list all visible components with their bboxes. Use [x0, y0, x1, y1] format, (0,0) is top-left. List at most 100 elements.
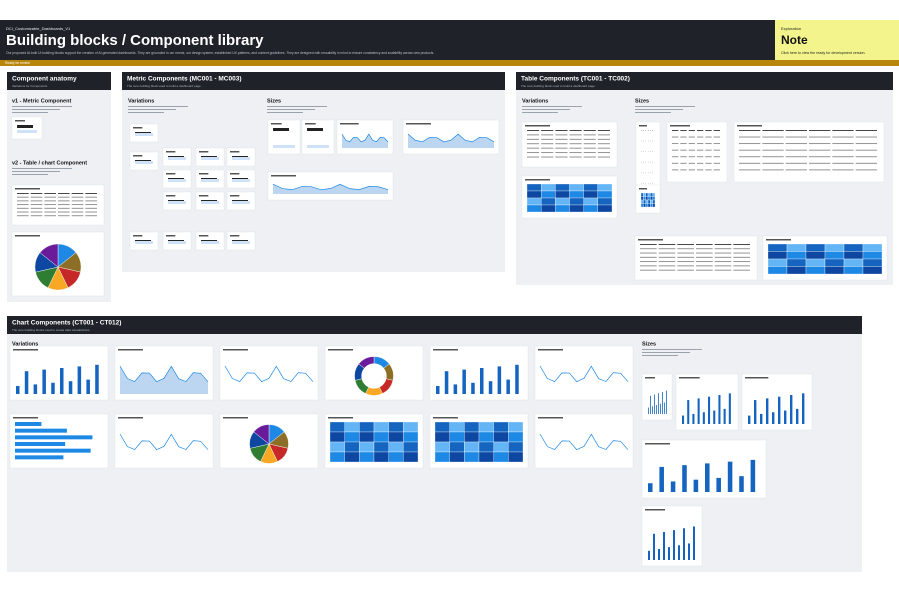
- thumbnail-cell: [855, 156, 877, 158]
- thumbnail-cell: [508, 421, 524, 433]
- thumbnail-cell: [464, 441, 480, 453]
- thumbnail-cell: [714, 252, 732, 254]
- thumbnail-cell: [597, 130, 610, 131]
- thumbnail-line: [539, 433, 629, 451]
- thumbnail-cell: [824, 251, 845, 260]
- thumbnail-cell: [555, 197, 570, 206]
- thumbnail-cell: [640, 196, 644, 201]
- thumbnail-cell: [645, 196, 649, 201]
- status-label: Ready for review: [5, 61, 30, 65]
- section-subtitle: The core building block used to build a …: [127, 84, 202, 88]
- thumbnail-cell: [855, 169, 877, 171]
- thumbnail-cell: [843, 251, 864, 260]
- thumbnail-cell: [388, 441, 404, 453]
- thumbnail-bar: [784, 410, 787, 424]
- note-line: [12, 112, 48, 113]
- note-line: [12, 106, 72, 107]
- thumbnail-bar: [86, 379, 90, 394]
- thumbnail-spark: [201, 241, 219, 244]
- thumbnail-cell: [762, 162, 784, 164]
- thumbnail-cell: [373, 431, 389, 443]
- thumbnail-cell: [652, 199, 656, 204]
- thumbnail-cell: [650, 192, 653, 197]
- thumbnail-cell: [688, 136, 695, 138]
- thumbnail-cell: [705, 156, 712, 158]
- thumbnail-cell: [30, 204, 43, 206]
- thumbnail-title: [199, 173, 209, 175]
- thumbnail-cell: [672, 136, 679, 138]
- thumbnail-title: [638, 239, 663, 241]
- thumbnail-title: [433, 349, 458, 351]
- thumbnail-cell: [713, 162, 720, 164]
- thumbnail-bar: [796, 408, 799, 424]
- thumbnail-cell: [44, 215, 56, 217]
- thumbnail-cell: [344, 421, 360, 433]
- thumbnail-cell: [697, 130, 704, 131]
- thumbnail-cell: [643, 199, 646, 204]
- thumbnail-cell: [85, 204, 97, 206]
- thumbnail-title: [538, 349, 563, 351]
- thumbnail-cell: [713, 130, 720, 131]
- thumbnail-title: [271, 123, 282, 125]
- thumbnail-cell: [597, 190, 613, 199]
- section-header: [7, 316, 862, 334]
- thumbnail-title: [340, 123, 359, 125]
- thumbnail-cell: [555, 183, 570, 192]
- thumbnail-cell: [697, 162, 704, 164]
- note-link[interactable]: Click here to view the ready for develop…: [781, 51, 866, 55]
- note-line: [635, 109, 683, 110]
- thumbnail-bar: [16, 386, 20, 394]
- group-title: Variations: [128, 98, 154, 104]
- thumbnail-bar: [692, 413, 695, 424]
- thumbnail-cell: [677, 248, 694, 250]
- thumbnail-cell: [767, 251, 788, 260]
- thumbnail-cell: [30, 193, 43, 194]
- thumbnail-cell: [30, 200, 43, 202]
- thumbnail-cell: [526, 197, 542, 206]
- thumbnail-title: [223, 417, 248, 419]
- thumbnail-bar: [15, 428, 67, 433]
- thumbnail-cell: [680, 162, 687, 164]
- thumbnail-cell: [696, 269, 713, 271]
- thumbnail-cell: [58, 193, 70, 194]
- thumbnail-cell: [672, 162, 679, 164]
- thumbnail-cell: [85, 211, 97, 213]
- thumbnail-cell: [733, 265, 750, 267]
- thumbnail-cell: [650, 196, 653, 201]
- section-subtitle: Variations for Components: [12, 84, 48, 88]
- thumbnail-cell: [58, 204, 70, 206]
- thumbnail-cell: [809, 136, 831, 138]
- thumbnail-cell: [824, 266, 845, 275]
- thumbnail-cell: [697, 136, 704, 138]
- thumbnail-bar: [15, 435, 93, 440]
- thumbnail-title: [271, 175, 296, 177]
- thumbnail-cell: [583, 197, 598, 206]
- thumbnail-cell: [705, 149, 712, 151]
- thumbnail-cell: [597, 152, 610, 154]
- thumbnail-cell: [449, 431, 465, 443]
- thumbnail-cell: [541, 147, 554, 149]
- thumbnail-cell: [508, 431, 524, 443]
- group-title: Sizes: [635, 98, 649, 104]
- thumbnail-cell: [85, 215, 97, 217]
- thumbnail-cell: [464, 421, 480, 433]
- thumbnail-spark: [201, 201, 219, 204]
- section-header: [7, 72, 111, 90]
- group-title: Variations: [522, 98, 548, 104]
- thumbnail-cell: [809, 156, 831, 158]
- thumbnail-cell: [677, 256, 694, 258]
- thumbnail-cell: [58, 200, 70, 202]
- thumbnail-cell: [677, 244, 694, 245]
- thumbnail-cell: [555, 204, 570, 213]
- thumbnail-cell: [583, 147, 596, 149]
- thumbnail-bar: [51, 382, 55, 394]
- thumbnail-cell: [805, 258, 826, 267]
- thumbnail-bar: [654, 394, 655, 414]
- thumbnail-cell: [680, 149, 687, 151]
- thumbnail-spark: [135, 241, 153, 244]
- thumbnail-cell: [17, 211, 29, 213]
- note-line: [128, 109, 176, 110]
- thumbnail-cell: [71, 193, 84, 194]
- thumbnail-cell: [555, 138, 568, 140]
- thumbnail-cell: [569, 183, 584, 192]
